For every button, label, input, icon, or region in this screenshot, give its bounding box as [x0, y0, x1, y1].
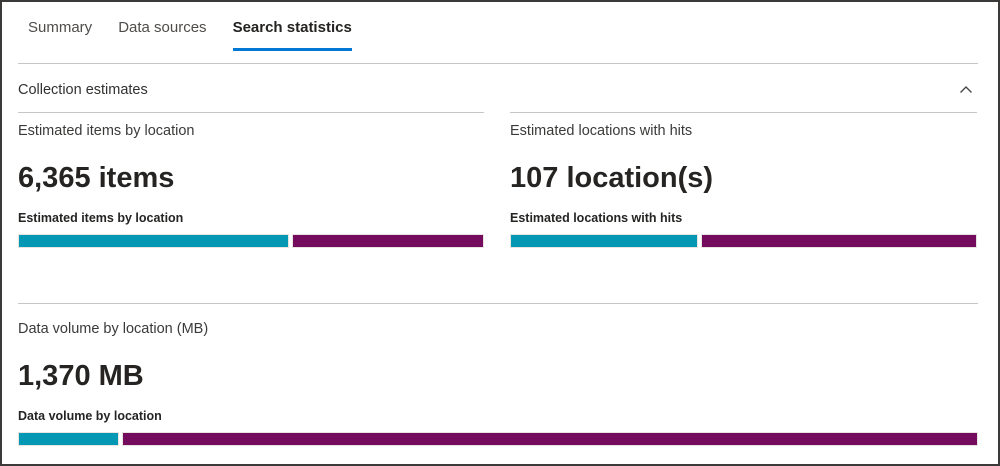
card-title: Estimated locations with hits [510, 123, 693, 139]
card-title: Estimated items by location [18, 123, 195, 139]
teal-bar-segment [18, 234, 290, 248]
chart-label: Estimated locations with hits [510, 211, 683, 225]
magenta-bar-segment [701, 234, 977, 248]
chart-label: Estimated items by location [18, 211, 184, 225]
bottom-section-divider [18, 303, 978, 304]
stacked-bar-locations-with-hits [510, 234, 977, 248]
teal-bar-segment [510, 234, 699, 248]
chart-label: Data volume by location [18, 409, 162, 423]
card-estimated-items: Estimated items by location 6,365 items … [18, 122, 484, 248]
collapse-section-button[interactable] [958, 82, 974, 98]
card-title: Data volume by location (MB) [18, 321, 209, 337]
card-value: 6,365 items [18, 162, 175, 194]
tab-search-statistics[interactable]: Search statistics [232, 18, 352, 51]
card-locations-with-hits: Estimated locations with hits 107 locati… [510, 122, 977, 248]
teal-bar-segment [18, 432, 119, 446]
card-data-volume: Data volume by location (MB) 1,370 MB Da… [18, 320, 978, 446]
section-title: Collection estimates [18, 82, 148, 98]
card-value: 1,370 MB [18, 360, 144, 392]
magenta-bar-segment [121, 432, 978, 446]
tab-bar: Summary Data sources Search statistics [28, 18, 352, 51]
card-value: 107 location(s) [510, 162, 714, 194]
stacked-bar-data-volume [18, 432, 978, 446]
section-header: Collection estimates [18, 80, 978, 100]
tab-data-sources[interactable]: Data sources [118, 19, 207, 36]
chevron-up-icon [960, 86, 972, 93]
magenta-bar-segment [292, 234, 484, 248]
section-divider-right [510, 112, 977, 113]
stacked-bar-estimated-items [18, 234, 484, 248]
tabs-divider [18, 63, 978, 64]
tab-summary[interactable]: Summary [28, 19, 93, 36]
section-divider-left [18, 112, 484, 113]
